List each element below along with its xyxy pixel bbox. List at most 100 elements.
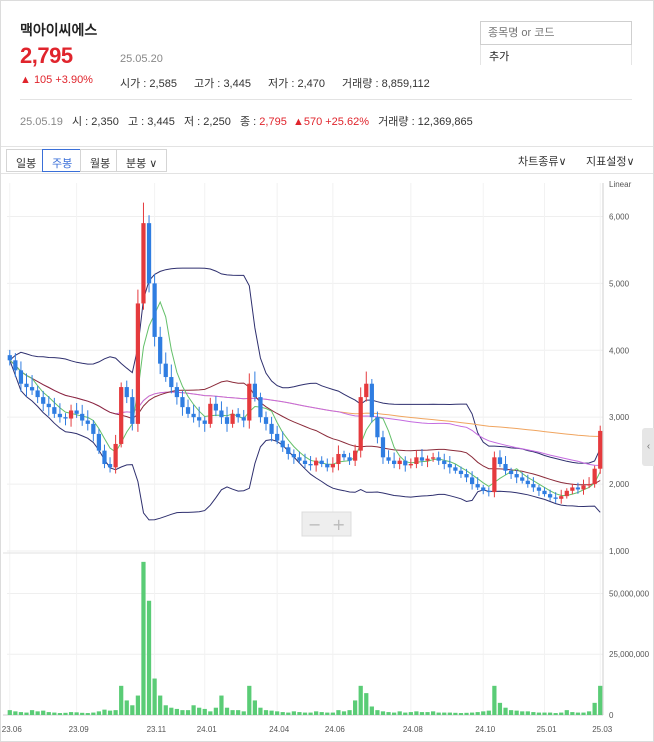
prev-close: 2,795	[259, 116, 287, 128]
candle-body	[475, 484, 480, 488]
candle-body	[57, 413, 63, 418]
candle-body	[18, 370, 24, 384]
volume-bar	[191, 705, 196, 715]
volume-bar	[7, 710, 12, 715]
volume-bar	[586, 711, 592, 715]
zoom-out-button[interactable]: −	[308, 515, 321, 534]
candle-body	[425, 458, 430, 461]
volume-bar	[258, 707, 263, 715]
volume-bar	[24, 712, 29, 715]
prev-close-label: 종 :	[240, 116, 260, 128]
zoom-control-bg	[301, 511, 352, 537]
candle-body	[586, 484, 592, 486]
chart-type-dropdown[interactable]: 차트종류∨	[518, 156, 567, 168]
candle-body	[314, 460, 319, 466]
volume-bar	[475, 712, 480, 715]
side-collapse-handle[interactable]: ‹	[642, 428, 654, 466]
candle-body	[258, 397, 263, 418]
candle-body	[481, 487, 486, 491]
volume-bar	[559, 712, 564, 715]
candle-body	[547, 494, 553, 498]
volume-bar	[68, 712, 74, 715]
candle-body	[169, 377, 174, 388]
candle-body	[520, 477, 525, 481]
volume-bar	[291, 711, 296, 715]
volume-bar	[347, 710, 352, 715]
time-tick-label: 23.11	[147, 725, 167, 734]
volume-tick-label: 25,000,000	[609, 650, 650, 659]
candle-body	[236, 413, 241, 418]
volume-bar	[386, 712, 391, 715]
volume-bar	[447, 712, 452, 715]
tab-daily[interactable]: 일봉	[6, 149, 47, 172]
volume-stat: 거래량 : 8,859,112	[342, 78, 430, 90]
volume-bar	[297, 712, 302, 715]
volume-bar	[185, 710, 191, 715]
candle-body	[386, 457, 391, 461]
volume-bar	[581, 712, 586, 715]
volume-bar	[481, 711, 486, 715]
volume-bar	[18, 712, 24, 715]
candle-body	[436, 457, 441, 461]
volume-bar	[13, 711, 18, 715]
price-chart[interactable]: 6,000 5,000 4,000 3,000 2,000 1,000 Linear 50,0…	[1, 175, 653, 742]
candle-body	[197, 417, 202, 421]
candle-body	[464, 474, 469, 478]
volume-bar	[130, 705, 135, 715]
candle-body	[302, 460, 308, 465]
volume-bar	[236, 710, 241, 715]
volume-bar	[525, 711, 530, 715]
candle-body	[208, 403, 213, 424]
volume-bar	[146, 600, 152, 715]
candle-body	[24, 383, 29, 388]
volume-bar	[57, 713, 63, 715]
volume-bar	[74, 712, 79, 715]
volume-bar	[286, 712, 291, 715]
indicator-settings-dropdown[interactable]: 지표설정∨	[586, 156, 635, 168]
candle-body	[141, 223, 146, 304]
price-tick-label: 6,000	[609, 212, 630, 221]
volume-bar	[91, 712, 96, 715]
volume-bar	[29, 710, 35, 715]
candle-body	[152, 283, 157, 337]
zoom-in-button[interactable]: +	[332, 515, 345, 534]
current-price: 2,795	[20, 43, 73, 68]
volume-bar	[553, 713, 558, 715]
volume-bar	[403, 712, 408, 715]
volume-bar	[514, 710, 519, 715]
candle-body	[408, 464, 413, 466]
volume-bar	[269, 710, 274, 715]
volume-bar	[119, 685, 124, 715]
volume-bar	[302, 712, 308, 715]
volume-bar	[174, 708, 180, 715]
candle-body	[241, 417, 246, 421]
volume-bar	[319, 712, 324, 715]
volume-bar	[241, 711, 246, 715]
candle-body	[286, 447, 291, 454]
candle-body	[469, 477, 475, 485]
candle-body	[414, 457, 419, 465]
candle-body	[403, 460, 408, 466]
stock-search-input[interactable]	[480, 21, 632, 45]
volume-bar	[325, 712, 330, 715]
price-tick-label: 2,000	[609, 480, 630, 489]
ma20-line	[9, 359, 601, 486]
candle-body	[553, 497, 558, 499]
candle-body	[63, 417, 68, 419]
candle-body	[319, 460, 324, 465]
candle-body	[96, 433, 102, 451]
zoom-control[interactable]: − +	[301, 511, 352, 537]
volume-bar	[158, 695, 163, 715]
volume-bar	[208, 711, 213, 715]
tab-minute[interactable]: 분봉 ∨	[116, 149, 168, 172]
divider	[20, 99, 632, 100]
volume-bar	[102, 709, 107, 715]
tab-monthly[interactable]: 월봉	[80, 149, 121, 172]
candle-body	[263, 417, 269, 424]
add-button[interactable]: 추가	[480, 45, 632, 65]
tab-weekly[interactable]: 주봉	[42, 149, 83, 172]
time-tick-label: 24.08	[403, 725, 424, 734]
time-tick-label: 24.04	[269, 725, 290, 734]
volume-bar	[592, 702, 597, 715]
candle-body	[113, 443, 118, 468]
